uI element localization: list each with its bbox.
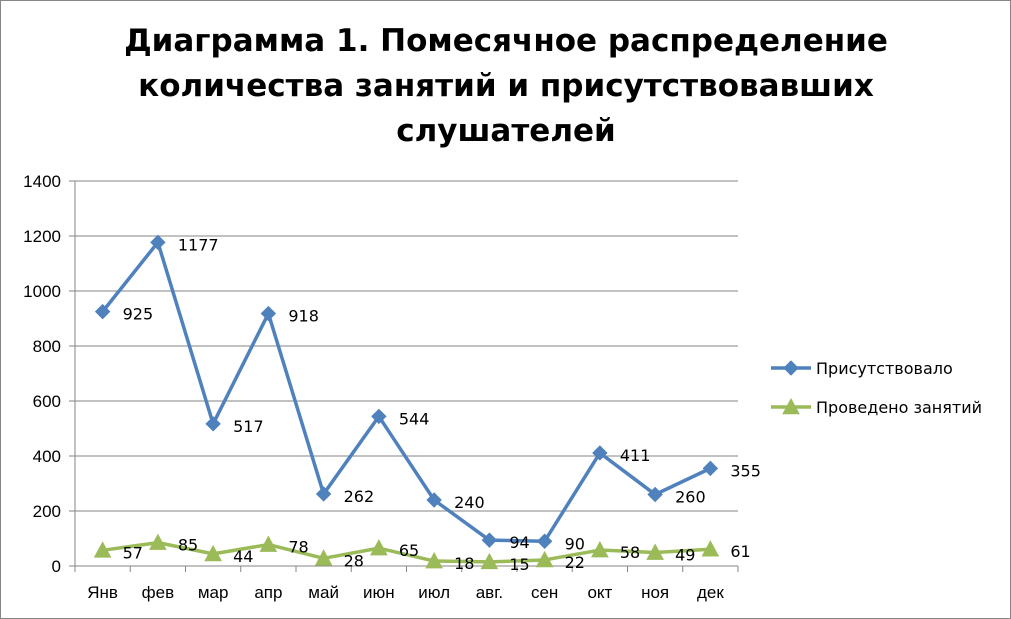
series-line	[102, 540, 711, 564]
data-label: 918	[288, 307, 319, 326]
data-label: 925	[123, 305, 154, 324]
y-tick-label: 600	[33, 392, 61, 411]
data-point	[425, 551, 443, 569]
x-tick-label: июн	[363, 583, 395, 602]
data-label: 15	[509, 555, 529, 574]
y-tick-label: 1400	[23, 172, 61, 191]
data-label: 90	[565, 534, 585, 553]
x-tick-label: июл	[418, 583, 450, 602]
data-label: 18	[454, 554, 474, 573]
data-point	[480, 552, 499, 570]
legend-label: Проведено занятий	[816, 398, 982, 417]
data-point	[370, 539, 388, 556]
data-label: 260	[675, 488, 706, 507]
y-tick-label: 1000	[23, 282, 61, 301]
data-point	[93, 541, 112, 558]
data-point	[149, 533, 167, 550]
data-label: 94	[509, 533, 529, 552]
data-label: 28	[344, 551, 364, 570]
data-point	[150, 234, 166, 251]
data-label: 262	[344, 487, 375, 506]
data-point	[315, 486, 332, 502]
x-tick-label: сен	[531, 583, 558, 602]
series-line	[101, 240, 712, 543]
data-point	[204, 544, 222, 562]
data-point	[592, 445, 608, 461]
data-label: 85	[178, 536, 198, 555]
data-label: 22	[565, 553, 585, 572]
data-label: 61	[730, 542, 750, 561]
series-2: 57 85 44 78 28 65 18 15 22 58 49 61	[93, 533, 751, 574]
y-tick-label: 800	[33, 337, 61, 356]
data-point	[646, 543, 664, 560]
chart-title: Диаграмма 1. Помесячное распределение ко…	[124, 23, 888, 149]
data-label: 240	[454, 493, 485, 512]
data-label: 44	[233, 547, 253, 566]
data-point	[701, 540, 720, 557]
data-label: 49	[675, 546, 695, 565]
legend-item-2: Проведено занятий	[771, 397, 982, 417]
data-point	[647, 486, 663, 503]
data-point	[259, 535, 278, 552]
y-tick-label: 1200	[23, 227, 61, 246]
data-label: 57	[123, 543, 143, 562]
x-tick-label: Янв	[87, 583, 118, 602]
x-tick-label: май	[308, 583, 339, 602]
y-tick-label: 200	[33, 502, 61, 521]
series-1: 925 1177 517 918 262 544 240 94 90 411 260 355	[94, 234, 761, 553]
legend-item-1: Присутствовало	[771, 359, 953, 378]
data-point	[591, 540, 609, 558]
data-label: 411	[620, 446, 651, 465]
x-tick-label: фев	[142, 583, 174, 602]
data-label: 544	[399, 409, 430, 428]
data-label: 1177	[178, 235, 219, 254]
x-tick-label: апр	[254, 583, 282, 602]
x-tick-label: дек	[697, 583, 724, 602]
legend-marker	[782, 397, 800, 415]
data-point	[535, 550, 554, 568]
data-label: 517	[233, 417, 264, 436]
data-point	[371, 408, 387, 425]
data-point	[536, 533, 553, 549]
data-point	[94, 303, 111, 320]
data-label: 355	[730, 461, 761, 480]
legend-label: Присутствовало	[816, 359, 953, 378]
y-tick-label: 0	[52, 557, 61, 576]
data-label: 65	[399, 541, 419, 560]
x-tick-label: мар	[198, 583, 229, 602]
legend-marker	[783, 360, 799, 376]
data-point	[702, 460, 719, 477]
data-label: 58	[620, 543, 640, 562]
x-tick-label: авг.	[476, 583, 503, 602]
data-point	[205, 416, 221, 432]
data-point	[426, 492, 442, 508]
x-tick-label: ноя	[641, 583, 669, 602]
data-point	[260, 305, 277, 322]
data-point	[481, 532, 498, 548]
data-point	[314, 549, 333, 566]
y-tick-label: 400	[33, 447, 61, 466]
data-label: 78	[288, 538, 308, 557]
x-tick-label: окт	[587, 583, 612, 602]
